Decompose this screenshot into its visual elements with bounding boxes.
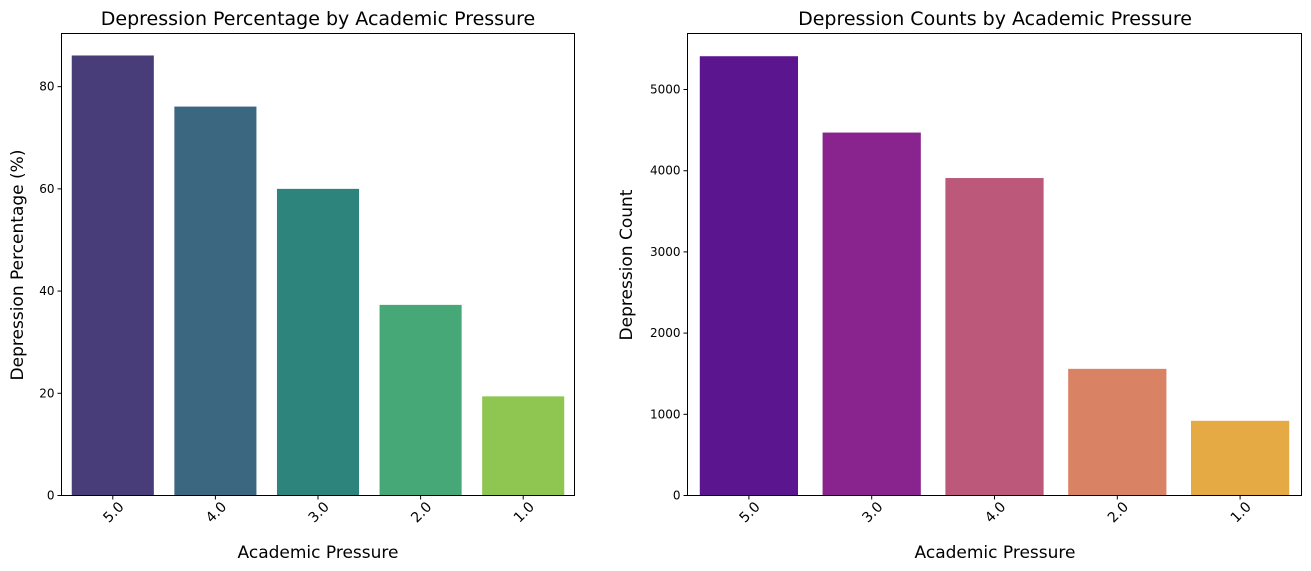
- left-ytick-label-1: 20: [39, 386, 54, 400]
- chart-right-frame: [687, 33, 1302, 496]
- chart-left-yticks: 0 20 40 60 80: [39, 80, 62, 503]
- right-ytick-label-2: 2000: [650, 326, 681, 340]
- chart-left-frame: [61, 33, 575, 496]
- right-xtick-label-0: 5.0: [737, 499, 764, 526]
- left-xtick-label-2: 3.0: [306, 499, 333, 526]
- right-ytick-label-0: 0: [673, 489, 681, 503]
- right-bar-4: [1190, 420, 1290, 496]
- left-ytick-label-3: 60: [39, 182, 54, 196]
- left-bar-2: [276, 188, 360, 496]
- chart-left-xlabel: Academic Pressure: [238, 543, 399, 563]
- right-bar-0: [699, 56, 799, 496]
- chart-right-ylabel: Depression Count: [617, 189, 637, 340]
- left-ytick-label-0: 0: [47, 489, 55, 503]
- left-bar-1: [174, 106, 257, 496]
- chart-left-bars: [71, 55, 565, 496]
- left-xtick-label-1: 4.0: [203, 499, 230, 526]
- right-bar-1: [822, 132, 921, 496]
- left-xtick-label-3: 2.0: [408, 499, 435, 526]
- chart-right-bars: [699, 56, 1290, 496]
- right-xtick-label-2: 4.0: [982, 499, 1009, 526]
- left-ytick-label-4: 80: [39, 80, 54, 94]
- right-ytick-label-1: 1000: [650, 407, 681, 421]
- right-bar-3: [1068, 368, 1167, 496]
- left-xtick-label-0: 5.0: [100, 499, 127, 526]
- right-xtick-label-4: 1.0: [1228, 499, 1255, 526]
- chart-right-yticks: 0 1000 2000 3000 4000 5000: [650, 83, 688, 503]
- chart-left: Depression Percentage by Academic Pressu…: [8, 8, 575, 563]
- chart-right-xticks: 5.0 3.0 4.0 2.0 1.0: [737, 495, 1255, 526]
- left-bar-3: [379, 304, 462, 496]
- chart-left-ylabel: Depression Percentage (%): [8, 150, 28, 381]
- left-xtick-label-4: 1.0: [511, 499, 538, 526]
- chart-left-title: Depression Percentage by Academic Pressu…: [101, 8, 535, 30]
- chart-right-xlabel: Academic Pressure: [915, 543, 1076, 563]
- chart-left-xticks: 5.0 4.0 3.0 2.0 1.0: [100, 495, 538, 526]
- left-bar-0: [71, 55, 154, 496]
- right-ytick-label-5: 5000: [650, 83, 681, 97]
- right-bar-2: [945, 178, 1044, 496]
- right-xtick-label-1: 3.0: [859, 499, 886, 526]
- chart-right-title: Depression Counts by Academic Pressure: [798, 8, 1192, 30]
- left-bar-4: [482, 396, 565, 496]
- chart-right: Depression Counts by Academic Pressure D…: [617, 8, 1302, 563]
- right-xtick-label-3: 2.0: [1105, 499, 1132, 526]
- right-ytick-label-4: 4000: [650, 164, 681, 178]
- right-ytick-label-3: 3000: [650, 245, 681, 259]
- left-ytick-label-2: 40: [39, 284, 54, 298]
